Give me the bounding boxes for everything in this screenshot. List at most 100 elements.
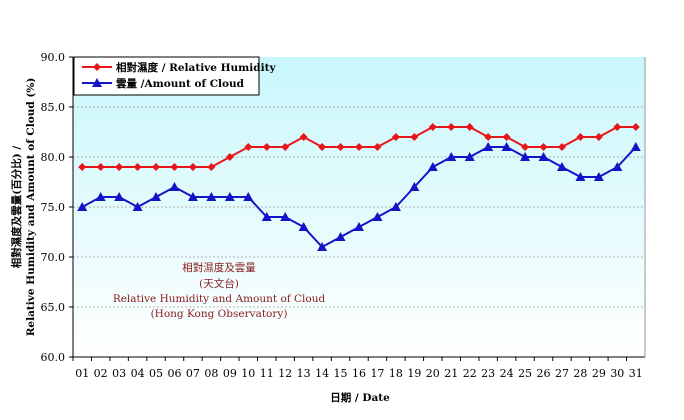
x-tick-label: 20 bbox=[426, 367, 440, 380]
data-point bbox=[520, 152, 531, 161]
data-point bbox=[575, 172, 586, 181]
x-tick-label: 26 bbox=[537, 367, 551, 380]
data-point bbox=[613, 123, 622, 131]
data-point bbox=[556, 162, 567, 171]
data-point bbox=[576, 133, 585, 141]
y-tick-label: 70.0 bbox=[41, 251, 66, 264]
data-point bbox=[224, 192, 235, 201]
data-point bbox=[261, 212, 272, 221]
x-axis-label: 日期 / Date bbox=[330, 391, 390, 404]
x-tick-label: 07 bbox=[186, 367, 200, 380]
data-point bbox=[612, 162, 623, 171]
y-tick-label: 85.0 bbox=[41, 101, 66, 114]
y-axis-label-line-1: 相對濕度及雲量(百分比) / bbox=[10, 146, 23, 269]
x-tick-label: 13 bbox=[297, 367, 311, 380]
x-tick-label: 28 bbox=[573, 367, 587, 380]
data-point bbox=[409, 182, 420, 191]
data-point bbox=[318, 143, 327, 151]
data-point bbox=[187, 192, 198, 201]
data-point bbox=[133, 163, 142, 171]
y-tick-label: 80.0 bbox=[41, 151, 66, 164]
x-tick-label: 16 bbox=[352, 367, 366, 380]
x-tick-label: 30 bbox=[610, 367, 624, 380]
data-point bbox=[594, 133, 603, 141]
x-tick-label: 29 bbox=[592, 367, 606, 380]
data-point bbox=[335, 232, 346, 241]
data-point bbox=[280, 212, 291, 221]
data-point bbox=[317, 242, 328, 251]
y-tick-label: 90.0 bbox=[41, 51, 66, 64]
series-0 bbox=[78, 123, 640, 171]
data-point bbox=[95, 192, 106, 201]
data-point bbox=[483, 142, 494, 151]
legend: 相對濕度 / Relative Humidity 雲量 /Amount of C… bbox=[73, 56, 276, 96]
data-point bbox=[428, 123, 437, 131]
data-point bbox=[390, 202, 401, 211]
data-point bbox=[464, 152, 475, 161]
x-tick-label: 06 bbox=[167, 367, 181, 380]
data-point bbox=[152, 163, 161, 171]
data-point bbox=[484, 133, 493, 141]
y-tick-label: 75.0 bbox=[41, 201, 66, 214]
x-tick-label: 15 bbox=[334, 367, 348, 380]
data-point bbox=[355, 143, 363, 151]
x-tick-label: 08 bbox=[204, 367, 218, 380]
data-point bbox=[631, 123, 640, 131]
data-point bbox=[391, 133, 400, 141]
data-point bbox=[207, 163, 216, 171]
x-tick-label: 04 bbox=[131, 367, 145, 380]
x-tick-label: 21 bbox=[444, 367, 458, 380]
data-point bbox=[465, 123, 474, 131]
data-point bbox=[299, 133, 308, 141]
x-tick-label: 22 bbox=[463, 367, 477, 380]
data-point bbox=[539, 143, 548, 151]
data-point bbox=[132, 202, 143, 211]
data-point bbox=[169, 182, 180, 191]
annotation-line-2: (天文台) bbox=[199, 277, 239, 290]
data-point bbox=[206, 192, 217, 201]
data-point bbox=[114, 192, 125, 201]
x-tick-label: 05 bbox=[149, 367, 163, 380]
data-point bbox=[96, 163, 105, 171]
y-tick-label: 60.0 bbox=[41, 351, 66, 364]
data-point bbox=[244, 143, 253, 151]
x-tick-label: 03 bbox=[112, 367, 126, 380]
x-tick-label: 19 bbox=[407, 367, 421, 380]
x-tick-label: 11 bbox=[260, 367, 274, 380]
data-point bbox=[521, 143, 530, 151]
y-tick-label: 65.0 bbox=[41, 301, 66, 314]
data-point bbox=[225, 153, 234, 161]
data-point bbox=[354, 222, 364, 231]
series-1 bbox=[77, 142, 641, 251]
x-tick-label: 18 bbox=[389, 367, 403, 380]
data-point bbox=[188, 163, 197, 171]
x-tick-label: 10 bbox=[241, 367, 255, 380]
data-point bbox=[630, 142, 641, 151]
data-point bbox=[410, 133, 419, 141]
data-point bbox=[170, 163, 179, 171]
annotation-line-4: (Hong Kong Observatory) bbox=[151, 308, 288, 320]
data-point bbox=[373, 143, 382, 151]
y-axis-label-line-2: Relative Humidity and Amount of Cloud (%… bbox=[25, 78, 37, 337]
x-tick-label: 31 bbox=[629, 367, 643, 380]
data-point bbox=[77, 202, 88, 211]
x-tick-label: 24 bbox=[500, 367, 514, 380]
x-tick-label: 23 bbox=[481, 367, 495, 380]
legend-label-cloud: 雲量 /Amount of Cloud bbox=[116, 77, 245, 90]
data-point bbox=[502, 133, 511, 141]
legend-label-humidity: 相對濕度 / Relative Humidity bbox=[116, 61, 276, 74]
data-point bbox=[336, 143, 345, 151]
x-tick-label: 12 bbox=[278, 367, 292, 380]
data-point bbox=[78, 163, 87, 171]
data-point bbox=[243, 192, 254, 201]
data-point bbox=[557, 143, 566, 151]
x-tick-label: 09 bbox=[223, 367, 237, 380]
x-tick-label: 17 bbox=[370, 367, 384, 380]
data-point bbox=[298, 222, 309, 231]
data-point bbox=[538, 152, 549, 161]
x-tick-label: 25 bbox=[518, 367, 532, 380]
data-point bbox=[501, 142, 512, 151]
data-point bbox=[447, 123, 456, 131]
data-point bbox=[372, 212, 383, 221]
